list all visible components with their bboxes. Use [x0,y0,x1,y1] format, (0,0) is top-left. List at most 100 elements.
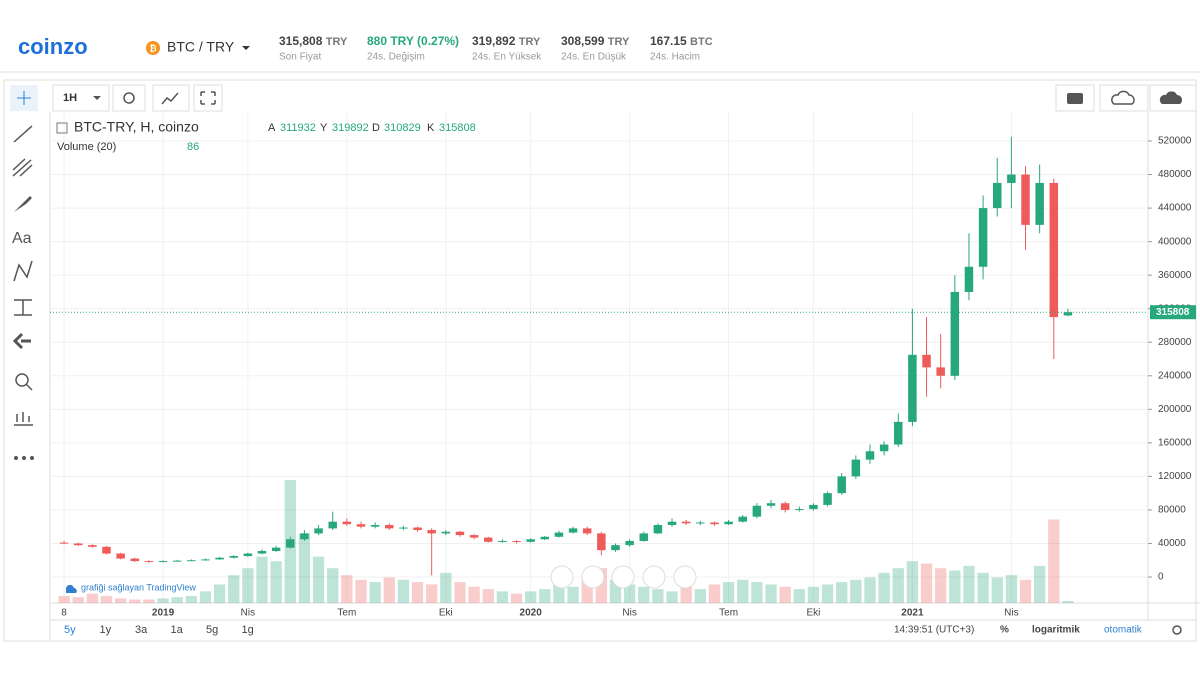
volume-bar [327,568,339,603]
footer-settings[interactable] [1172,625,1182,635]
candle-body [526,539,535,542]
collapse-icon[interactable] [56,122,68,134]
ohlc-letter: D [372,122,380,134]
tradingview-icon [65,584,77,593]
candle-body [667,521,677,526]
x-tick-label: 2020 [520,608,543,619]
volume-bar [312,556,325,603]
remove-tool[interactable] [12,332,31,350]
more-dot[interactable] [30,456,34,460]
stat-unit: BTC [690,36,713,48]
candle-body [639,533,649,541]
indicators-button[interactable] [152,84,190,112]
x-tick-label: Tem [719,608,738,619]
range-button[interactable]: 5g [206,624,218,636]
range-buttons: 5y 1y 3a 1a 5g 1g [64,624,254,636]
auto-toggle[interactable]: otomatik [1104,625,1143,636]
stat-label: 24s. Hacim [650,52,700,63]
candle-body [328,521,337,529]
range-button[interactable]: 1a [171,624,184,636]
volume-bar [680,586,692,603]
brush-tool[interactable] [14,196,32,212]
volume-bar [920,563,933,603]
candle-body [1021,174,1030,225]
candle-body [936,367,945,376]
volume-bar [383,577,395,603]
y-tick-label: 200000 [1158,404,1192,415]
volume-bar [821,584,834,603]
candle-body [385,525,394,529]
zoom-in[interactable] [642,565,666,589]
pattern-tool[interactable] [13,260,33,282]
scroll-right[interactable] [673,565,697,589]
volume-bar [850,579,862,603]
pair-caret[interactable] [242,46,250,50]
candle-body [908,354,917,422]
candle-body [455,531,465,536]
volume-bar [836,582,848,603]
volume-bar [199,591,212,603]
volume-bar [524,591,537,603]
range-button[interactable]: 1y [100,624,112,636]
candle-body [582,528,592,534]
candle-body [59,542,69,544]
volume-bar [129,599,141,603]
volume-bar [426,584,438,603]
range-button[interactable]: 1g [242,624,254,636]
stat-unit: TRY [519,36,541,48]
range-button[interactable]: 3a [135,624,148,636]
x-tick-label: Eki [806,608,820,619]
measure-tool[interactable] [14,299,32,316]
log-toggle[interactable]: logaritmik [1032,625,1080,636]
zoom-out[interactable] [581,565,605,589]
load-button[interactable] [1099,84,1149,112]
range-button[interactable]: 5y [64,624,76,636]
clock: 14:39:51 (UTC+3) [894,625,974,636]
gear-icon [123,92,135,104]
stat-number: 315,808 [279,34,323,48]
settings-button[interactable] [112,84,146,112]
stats: 315,808 TRY Son Fiyat 880 TRY (0.27%) 24… [279,34,713,62]
volume-bar [623,584,636,603]
more-dot[interactable] [22,456,26,460]
interval-button[interactable] [52,84,110,112]
pitchfork-tool[interactable] [12,158,33,177]
candle-body [300,533,309,540]
volume-bar [411,582,424,603]
stat-unit: TRY [608,36,630,48]
ohlc-value: 315808 [439,122,476,134]
interval[interactable]: 1H [63,92,77,104]
volume-bar [228,575,240,603]
save-button[interactable] [1149,84,1197,112]
candle-body [257,551,267,554]
percent-toggle[interactable]: % [1000,625,1009,636]
volume-bar [1062,601,1074,603]
stat-label: Son Fiyat [279,52,321,63]
candle-body [314,528,323,534]
candle-body [696,522,705,524]
more-dot[interactable] [14,456,18,460]
text-tool[interactable]: Aa [12,230,32,247]
ohlc-letter: Y [320,122,328,134]
volume-bar [86,593,99,603]
btc-glyph: ₿ [149,43,156,53]
candle-body [795,509,804,511]
pair-selector[interactable]: BTC / TRY [167,39,235,55]
candle-body [752,505,762,517]
zoom-tool[interactable] [15,373,29,387]
candle-body [1007,174,1016,183]
candle-body [356,524,366,527]
volume-bar [793,589,805,603]
last-price-label: 315808 [1156,307,1190,318]
volume-bar [553,584,565,603]
volume-bar [1005,575,1018,603]
scroll-left[interactable] [550,565,574,589]
reset[interactable] [611,565,635,589]
bars-tool[interactable] [14,412,33,426]
logo[interactable]: coinzo [18,34,88,59]
trend-line-tool[interactable] [13,125,33,143]
volume-bar [906,561,919,603]
fullscreen-button[interactable] [193,84,223,112]
attribution[interactable]: grafiği sağlayan TradingView [81,582,196,592]
